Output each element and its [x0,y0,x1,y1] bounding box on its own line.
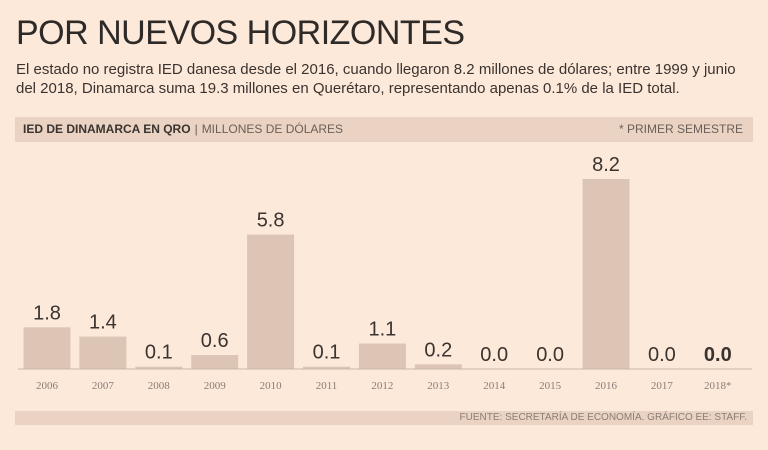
x-tick-label: 2013 [427,380,450,392]
chart-header-band: IED DE DINAMARCA EN QRO | MILLONES DE DÓLA… [15,117,753,142]
data-label: 1.4 [89,312,117,334]
bar [358,343,406,369]
data-label: 8.2 [592,154,620,176]
bar-chart: 1.8 2006 1.4 2007 0.1 2008 0.6 2009 5.8 2010 0.1 20… [18,154,752,392]
page-title: POR NUEVOS HORIZONTES [16,14,465,52]
data-label: 5.8 [257,210,285,232]
bar [23,327,71,369]
bar [135,366,183,369]
subtitle: El estado no registra IED danesa desde e… [16,61,736,97]
data-label: 0.0 [480,344,508,366]
data-label: 1.1 [368,319,396,341]
data-label: 0.0 [704,344,732,366]
x-tick-label: 2012 [371,380,393,392]
bar [582,179,630,369]
x-tick-label: 2010 [260,380,283,392]
x-tick-label: 2018* [704,380,732,392]
x-tick-label: 2017 [651,380,674,392]
bar [191,355,239,369]
divider: | [194,122,198,136]
chart-unit: MILLONES DE DÓLARES [201,122,344,136]
x-tick-label: 2016 [595,380,618,392]
bar [247,234,295,369]
x-tick-label: 2015 [539,380,562,392]
bar [303,366,350,369]
bar [79,336,127,369]
x-tick-label: 2006 [36,380,59,392]
data-label: 0.6 [201,330,229,352]
x-tick-label: 2009 [204,380,227,392]
x-tick-label: 2011 [316,380,338,392]
x-tick-label: 2008 [148,380,171,392]
chart-label: IED DE DINAMARCA EN QRO [23,122,191,136]
x-tick-label: 2014 [483,380,506,392]
data-label: 0.2 [424,339,452,361]
source-note: FUENTE: SECRETARÍA DE ECONOMÍA. GRÁFICO … [15,411,753,425]
data-label: 0.0 [536,344,564,366]
chart-note: * PRIMER SEMESTRE [618,122,743,136]
data-label: 0.1 [145,342,173,364]
bar [414,364,462,369]
data-label: 0.0 [648,344,676,366]
data-label: 0.1 [313,342,341,364]
x-tick-label: 2007 [92,380,115,392]
data-label: 1.8 [33,302,61,324]
